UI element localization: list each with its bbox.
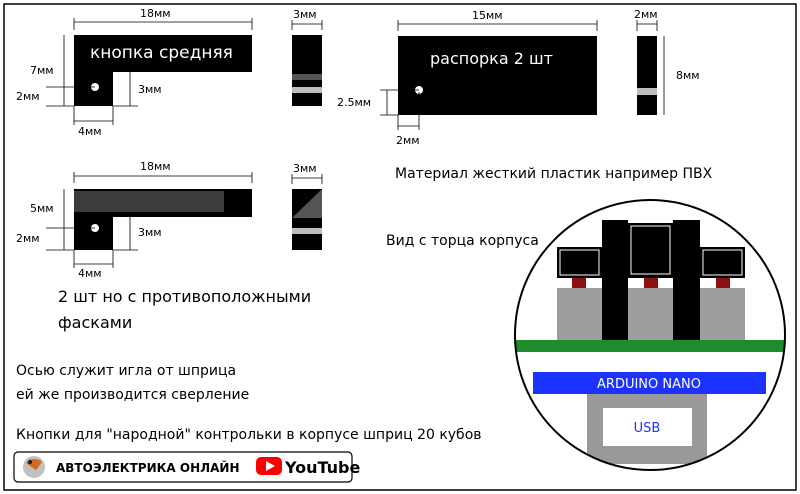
button-middle-side	[292, 35, 322, 106]
caption: Кнопки для "народной" контрольки в корпу…	[16, 427, 482, 443]
spacer-side-label: 2мм	[634, 8, 658, 21]
end-view-section: ARDUINO NANO USB	[514, 199, 786, 471]
button-chamfer-height-label: 5мм	[30, 202, 54, 215]
chamfer-note-line2: фасками	[58, 313, 132, 332]
button-chamfer-width-label: 18мм	[140, 160, 171, 173]
footer-brand: АВТОЭЛЕКТРИКА ОНЛАЙН YouTube	[13, 451, 361, 483]
button-chamfer-drawing: 18мм 5мм 2мм 3мм 4мм 3мм	[16, 160, 323, 280]
spacer-hole-x-label: 2мм	[396, 134, 420, 147]
button-chamfer-side-label: 3мм	[293, 162, 317, 175]
spacer-width-label: 15мм	[472, 9, 503, 22]
syringe-body-outline	[514, 199, 786, 471]
button-chamfer-leg-height-label: 3мм	[138, 226, 162, 239]
globe-logo-icon	[23, 456, 45, 478]
youtube-play-icon[interactable]	[256, 457, 282, 475]
button-chamfer-hole-offset-label: 2мм	[16, 232, 40, 245]
button-middle-width-label: 18мм	[140, 7, 171, 20]
button-middle-label: кнопка средняя	[90, 43, 233, 63]
axis-note-line2: ей же производится сверление	[16, 387, 249, 403]
usb-label: USB	[634, 421, 661, 436]
button-chamfer-leg-width-label: 4мм	[78, 267, 102, 280]
button-chamfer-bevel	[74, 191, 224, 212]
spacer-drawing: распорка 2 шт 15мм 2.5мм 2мм 2мм 8мм	[337, 8, 700, 147]
spacer-hole-offset-label: 2.5мм	[337, 96, 371, 109]
button-middle-leg-height-label: 3мм	[138, 83, 162, 96]
pcb-board	[515, 340, 785, 352]
button-middle-hole-offset-label: 2мм	[16, 90, 40, 103]
chamfer-note-line1: 2 шт но с противоположными	[58, 287, 311, 306]
button-middle-side-label: 3мм	[293, 8, 317, 21]
footer-brand-name: АВТОЭЛЕКТРИКА ОНЛАЙН	[56, 460, 239, 475]
spacer-side	[637, 36, 657, 115]
outer-frame	[3, 3, 797, 491]
arduino-nano-bar	[533, 372, 766, 394]
spacer-height-label: 8мм	[676, 69, 700, 82]
usb-label-box	[603, 408, 692, 446]
button-middle-shape	[74, 35, 252, 106]
end-view-title: Вид с торца корпуса	[386, 233, 539, 249]
axis-note-line1: Осью служит игла от шприца	[16, 363, 236, 379]
button-middle-drawing: кнопка средняя 18мм 7мм 2мм 3мм 4мм 3мм	[16, 7, 323, 138]
button-middle-height-label: 7мм	[30, 64, 54, 77]
spacer-shape	[398, 36, 597, 115]
arduino-nano-label: ARDUINO NANO	[597, 377, 701, 392]
spacer-label: распорка 2 шт	[430, 49, 553, 68]
button-middle-leg-width-label: 4мм	[78, 125, 102, 138]
material-note: Материал жесткий пластик например ПВХ	[395, 166, 713, 182]
youtube-wordmark[interactable]: YouTube	[284, 458, 361, 477]
